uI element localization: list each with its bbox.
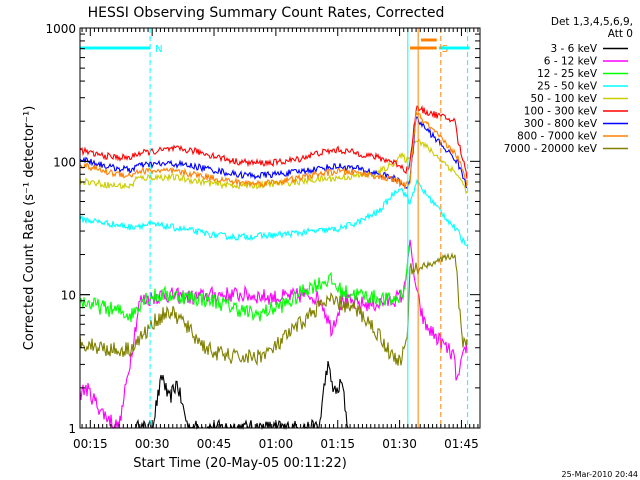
series-line-8 xyxy=(79,111,468,190)
y-tick-label: 10 xyxy=(61,289,76,303)
y-axis-label: Corrected Count Rate (s⁻¹ detector⁻¹) xyxy=(22,106,37,351)
y-tick-label: 1 xyxy=(68,422,76,436)
legend-header: Det 1,3,4,5,6,9, xyxy=(551,16,633,28)
x-tick-label: 01:45 xyxy=(444,437,479,451)
y-tick-label: 100 xyxy=(53,155,76,169)
flag-label: N xyxy=(155,44,162,55)
legend-label: 6 - 12 keV xyxy=(544,56,598,68)
observing-flags: NS xyxy=(80,38,470,55)
series-line-3 xyxy=(79,245,410,323)
x-tick-label: 01:15 xyxy=(320,437,355,451)
x-tick-label: 00:45 xyxy=(197,437,232,451)
series-line-5 xyxy=(79,138,468,195)
series-line-6 xyxy=(79,104,468,179)
legend-label: 25 - 50 keV xyxy=(537,81,598,93)
series-layer xyxy=(79,104,468,431)
y-axis: 1 10 100 1000 xyxy=(45,22,480,436)
series-line-1 xyxy=(135,360,349,431)
series-line-4 xyxy=(79,178,468,247)
chart-title: HESSI Observing Summary Count Rates, Cor… xyxy=(88,5,445,21)
legend-label: 300 - 800 keV xyxy=(524,118,598,130)
x-tick-label: 00:30 xyxy=(135,437,170,451)
series-line-9 xyxy=(79,252,468,367)
x-axis: 00:15 00:30 00:45 01:00 01:15 01:30 01:45 xyxy=(73,28,479,451)
legend-header: Att 0 xyxy=(608,28,633,40)
x-tick-label: 00:15 xyxy=(73,437,108,451)
x-axis-label: Start Time (20-May-05 00:11:22) xyxy=(133,456,347,471)
x-tick-label: 01:00 xyxy=(259,437,294,451)
legend-label: 3 - 6 keV xyxy=(550,43,597,55)
legend-label: 12 - 25 keV xyxy=(537,68,598,80)
legend-label: 100 - 300 keV xyxy=(524,106,598,118)
legend-label: 50 - 100 keV xyxy=(530,93,597,105)
y-tick-label: 1000 xyxy=(45,22,76,36)
legend-label: 800 - 7000 keV xyxy=(517,131,598,143)
legend-label: 7000 - 20000 keV xyxy=(504,143,598,155)
x-tick-label: 01:30 xyxy=(382,437,417,451)
time-markers xyxy=(149,28,469,428)
footer-timestamp: 25-Mar-2010 20:44 xyxy=(562,470,639,479)
